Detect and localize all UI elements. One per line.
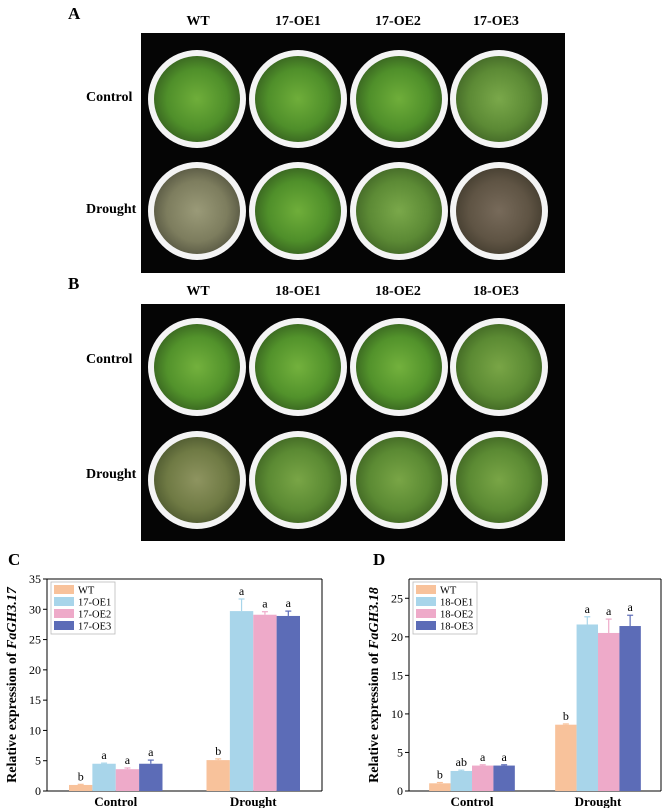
x-category-label: Control <box>450 794 493 808</box>
panel-a-column-wt: WT <box>186 14 210 29</box>
y-tick-label: 20 <box>391 630 403 644</box>
bar <box>598 632 620 791</box>
pot-row-drought <box>148 162 548 260</box>
y-tick-label: 10 <box>29 723 41 737</box>
panel-a-row-drought: Drought <box>86 202 137 217</box>
panel-b-letter: B <box>68 274 80 293</box>
significance-label: b <box>215 744 221 758</box>
bar <box>493 765 515 791</box>
chart-c: 0 5 10 15 20 25 30 35 Relative expression of FaG… <box>5 572 323 808</box>
bar <box>229 611 254 791</box>
bar <box>92 763 116 791</box>
chart-d: 0 5 10 15 20 25 Relative expression of FaGH3.1… <box>367 578 662 808</box>
significance-label: a <box>606 604 612 618</box>
legend-swatch <box>54 585 74 594</box>
significance-label: a <box>286 596 292 610</box>
y-tick-label: 20 <box>29 663 41 677</box>
legend-label: 17-OE2 <box>78 610 111 621</box>
legend-swatch <box>416 597 436 606</box>
bar <box>619 626 641 791</box>
panel-b-column-oe3: 18-OE3 <box>473 284 519 299</box>
panel-a-letter: A <box>68 4 81 23</box>
panel-a-plant-photo <box>141 33 565 273</box>
significance-label: a <box>148 745 154 759</box>
panel-b-plant-pots <box>148 318 548 529</box>
panel-d-letter: D <box>373 550 386 569</box>
x-category-label: Control <box>94 794 137 808</box>
bar <box>253 614 277 791</box>
panel-a-column-oe3: 17-OE3 <box>473 14 519 29</box>
bar <box>555 724 577 791</box>
y-axis-label: Relative expression of FaGH3.17 <box>5 586 20 783</box>
significance-label: b <box>78 769 84 783</box>
legend-label: 18-OE1 <box>440 598 473 609</box>
legend-label: WT <box>440 586 457 597</box>
pot-row-drought <box>148 431 548 529</box>
panel-a-row-control: Control <box>86 90 133 105</box>
y-tick-label: 0 <box>35 784 41 798</box>
legend-label: WT <box>78 586 95 597</box>
y-tick-label: 10 <box>391 707 403 721</box>
significance-label: a <box>501 750 507 764</box>
pot-row-control <box>148 50 548 148</box>
significance-label: a <box>239 584 245 598</box>
panel-b-column-oe2: 18-OE2 <box>375 284 421 299</box>
legend-label: 18-OE3 <box>440 622 473 633</box>
panel-a-column-oe1: 17-OE1 <box>275 14 321 29</box>
y-tick-label: 25 <box>391 591 403 605</box>
panel-a-column-oe2: 17-OE2 <box>375 14 421 29</box>
pot-row-control <box>148 318 548 416</box>
x-category-label: Drought <box>230 794 277 808</box>
legend-swatch <box>416 609 436 618</box>
significance-label: a <box>585 602 591 616</box>
y-tick-label: 5 <box>35 754 41 768</box>
panel-b-plant-photo <box>141 304 565 541</box>
legend-label: 18-OE2 <box>440 610 473 621</box>
legend-swatch <box>416 585 436 594</box>
significance-label: a <box>125 753 131 767</box>
legend-swatch <box>54 621 74 630</box>
panel-b-row-control: Control <box>86 352 133 367</box>
legend-label: 17-OE1 <box>78 598 111 609</box>
significance-label: ab <box>456 755 467 769</box>
panel-a-plant-pots <box>148 50 548 260</box>
y-tick-label: 35 <box>29 572 41 586</box>
bar <box>115 769 140 791</box>
legend-swatch <box>54 609 74 618</box>
bar <box>450 770 472 791</box>
legend-label: 17-OE3 <box>78 622 111 633</box>
y-axis-label: Relative expression of FaGH3.18 <box>367 587 382 783</box>
panel-b-column-oe1: 18-OE1 <box>275 284 321 299</box>
significance-label: b <box>437 768 443 782</box>
bar <box>429 783 451 791</box>
legend-swatch <box>416 621 436 630</box>
significance-label: a <box>262 597 268 611</box>
y-tick-label: 5 <box>397 745 403 759</box>
significance-label: a <box>627 600 633 614</box>
panel-b-row-drought: Drought <box>86 467 137 482</box>
y-tick-label: 25 <box>29 633 41 647</box>
y-tick-label: 15 <box>391 668 403 682</box>
panel-b-column-wt: WT <box>186 284 210 299</box>
legend-swatch <box>54 597 74 606</box>
significance-label: b <box>563 709 569 723</box>
bar <box>472 765 494 791</box>
significance-label: a <box>101 748 107 762</box>
y-tick-label: 15 <box>29 693 41 707</box>
bar <box>206 760 230 791</box>
bar <box>276 615 300 791</box>
x-category-label: Drought <box>575 794 622 808</box>
panel-c-letter: C <box>8 550 21 569</box>
y-tick-label: 0 <box>397 784 403 798</box>
bar <box>576 624 598 791</box>
significance-label: a <box>480 750 486 764</box>
bar <box>139 763 163 791</box>
bar <box>69 784 93 791</box>
y-tick-label: 30 <box>29 602 41 616</box>
